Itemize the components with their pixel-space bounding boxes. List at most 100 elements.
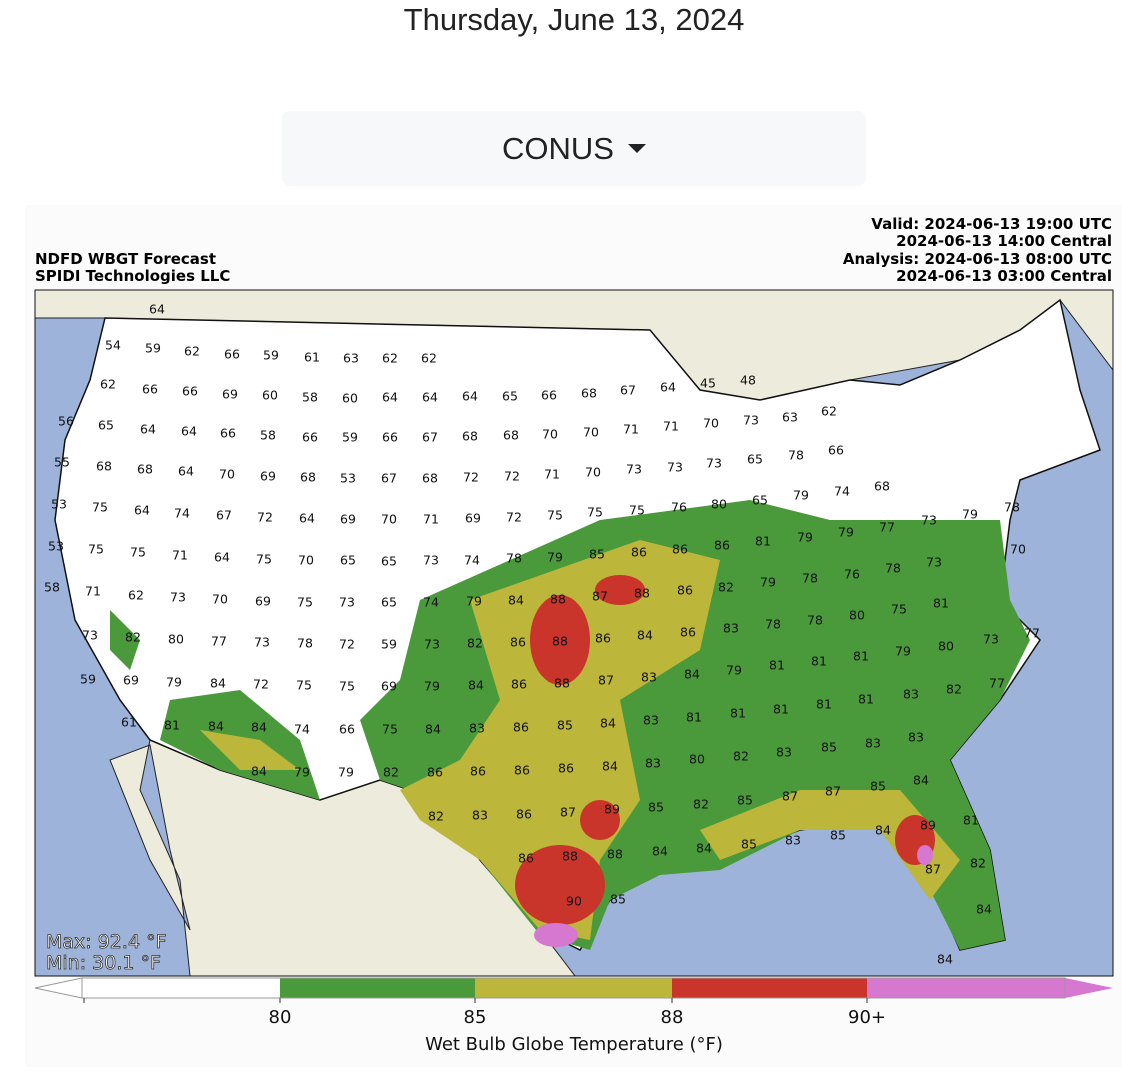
point-label: 73	[82, 628, 98, 643]
point-label: 90	[566, 894, 582, 909]
point-label: 79	[424, 679, 440, 694]
point-label: 53	[340, 471, 356, 486]
colorbar-segment	[672, 978, 867, 998]
point-label: 70	[1010, 542, 1026, 557]
valid-central: 2024-06-13 14:00 Central	[896, 232, 1112, 250]
point-label: 85	[870, 779, 886, 794]
point-label: 72	[463, 470, 479, 485]
point-label: 73	[921, 513, 937, 528]
point-label: 77	[879, 520, 895, 535]
point-label: 88	[562, 849, 578, 864]
point-label: 62	[184, 344, 200, 359]
point-label: 79	[895, 644, 911, 659]
point-label: 75	[296, 678, 312, 693]
point-label: 84	[637, 628, 653, 643]
point-label: 84	[696, 841, 712, 856]
point-label: 59	[263, 348, 279, 363]
point-label: 85	[589, 547, 605, 562]
point-label: 85	[648, 800, 664, 815]
colorbar-segment	[82, 978, 280, 998]
point-label: 68	[96, 459, 112, 474]
point-label: 58	[44, 580, 60, 595]
point-label: 85	[737, 793, 753, 808]
point-label: 86	[514, 763, 530, 778]
point-labels: 64 54 59 62 66 59 61 63 62 62 62 66 66 69 60 58 60 64 64 64…	[44, 302, 1040, 967]
point-label: 69	[340, 512, 356, 527]
point-label: 84	[468, 678, 484, 693]
point-label: 70	[298, 553, 314, 568]
point-label: 81	[853, 649, 869, 664]
point-label: 68	[503, 428, 519, 443]
point-label: 70	[381, 512, 397, 527]
point-label: 86	[516, 807, 532, 822]
point-label: 74	[174, 506, 190, 521]
point-label: 64	[214, 550, 230, 565]
map-frame	[34, 289, 1114, 977]
point-label: 72	[339, 637, 355, 652]
point-label: 74	[834, 484, 850, 499]
region-dropdown[interactable]: CONUS	[282, 111, 866, 186]
point-label: 81	[811, 654, 827, 669]
point-label: 67	[422, 430, 438, 445]
dropdown-label: CONUS	[502, 130, 614, 166]
point-label: 65	[381, 554, 397, 569]
point-label: 83	[645, 756, 661, 771]
point-label: 86	[672, 542, 688, 557]
point-label: 73	[926, 555, 942, 570]
point-label: 82	[125, 630, 141, 645]
point-label: 87	[592, 589, 608, 604]
point-label: 84	[251, 720, 267, 735]
point-label: 75	[88, 542, 104, 557]
point-label: 45	[700, 376, 716, 391]
point-label: 73	[424, 637, 440, 652]
point-label: 64	[382, 390, 398, 405]
point-label: 64	[660, 380, 676, 395]
point-label: 86	[513, 720, 529, 735]
analysis-utc: Analysis: 2024-06-13 08:00 UTC	[843, 250, 1112, 268]
colorbar-title: Wet Bulb Globe Temperature (°F)	[425, 1034, 723, 1055]
point-label: 79	[294, 765, 310, 780]
point-label: 65	[747, 452, 763, 467]
colorbar-extend-high	[1065, 978, 1113, 998]
point-label: 79	[338, 765, 354, 780]
point-label: 73	[339, 595, 355, 610]
point-label: 81	[755, 534, 771, 549]
point-label: 83	[865, 736, 881, 751]
point-label: 68	[462, 429, 478, 444]
point-label: 70	[542, 427, 558, 442]
colorbar: 80 85 88 90+	[34, 977, 1113, 1028]
point-label: 86	[595, 631, 611, 646]
point-label: 79	[793, 488, 809, 503]
point-label: 71	[663, 419, 679, 434]
point-label: 72	[253, 677, 269, 692]
point-label: 81	[164, 718, 180, 733]
point-label: 59	[145, 341, 161, 356]
point-label: 88	[607, 847, 623, 862]
point-label: 68	[422, 471, 438, 486]
point-label: 87	[598, 673, 614, 688]
point-label: 84	[508, 593, 524, 608]
point-label: 86	[677, 583, 693, 598]
point-label: 80	[689, 752, 705, 767]
point-label: 62	[382, 351, 398, 366]
point-label: 65	[98, 418, 114, 433]
point-label: 85	[821, 740, 837, 755]
point-label: 81	[686, 710, 702, 725]
point-label: 89	[920, 818, 936, 833]
colorbar-tick-label: 85	[464, 1007, 487, 1028]
point-label: 87	[560, 805, 576, 820]
map-title: NDFD WBGT Forecast	[35, 250, 216, 268]
point-label: 82	[467, 636, 483, 651]
point-label: 82	[693, 797, 709, 812]
point-label: 62	[821, 404, 837, 419]
point-label: 64	[140, 422, 156, 437]
point-label: 59	[342, 430, 358, 445]
point-label: 79	[962, 507, 978, 522]
point-label: 83	[469, 721, 485, 736]
point-label: 66	[339, 722, 355, 737]
map-area: 64 54 59 62 66 59 61 63 62 62 62 66 66 69 60 58 60 64 64 64…	[34, 289, 1114, 977]
point-label: 86	[470, 764, 486, 779]
point-label: 86	[427, 765, 443, 780]
point-label: 71	[544, 467, 560, 482]
point-label: 60	[262, 388, 278, 403]
